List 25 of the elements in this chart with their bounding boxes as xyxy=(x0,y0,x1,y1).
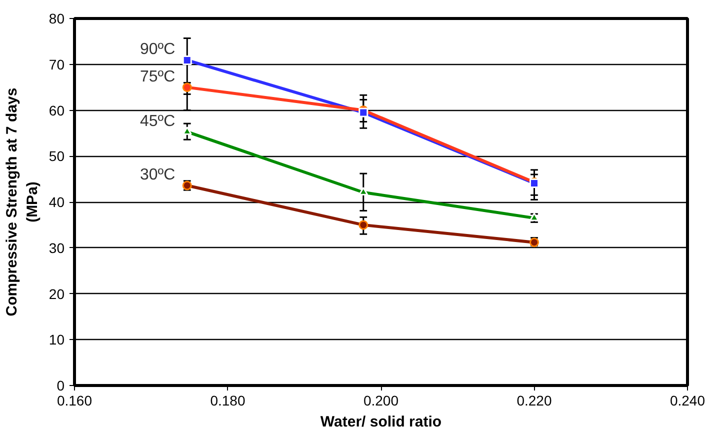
series-label: 45ºC xyxy=(140,112,176,130)
x-tick-label: 0.220 xyxy=(516,392,552,408)
x-tick-label: 0.240 xyxy=(670,392,706,408)
y-tick-label: 0 xyxy=(56,378,65,394)
series-label: 90ºC xyxy=(140,41,176,58)
y-tick-label: 20 xyxy=(48,286,65,302)
point xyxy=(358,220,368,230)
y-tick-label: 10 xyxy=(48,332,65,348)
point xyxy=(358,186,368,196)
y-tick-label: 30 xyxy=(48,240,65,256)
y-tick-label: 70 xyxy=(48,56,65,72)
y-tick-label: 50 xyxy=(48,148,65,164)
y-axis-title: Compressive Strength at 7 days (MPa) xyxy=(4,88,41,316)
y-tick-label: 40 xyxy=(48,194,65,210)
point xyxy=(182,82,192,92)
x-axis-title: Water/ solid ratio xyxy=(320,414,442,430)
y-tick-label: 60 xyxy=(48,102,65,118)
point xyxy=(182,55,192,65)
x-tick-label: 0.180 xyxy=(210,392,246,408)
x-tick-label: 0.160 xyxy=(56,392,92,408)
point xyxy=(358,108,368,118)
series-label: 30ºC xyxy=(140,166,176,184)
x-tick-label: 0.200 xyxy=(363,392,399,408)
series-label: 75ºC xyxy=(140,68,176,86)
y-tick-label: 80 xyxy=(48,10,65,26)
